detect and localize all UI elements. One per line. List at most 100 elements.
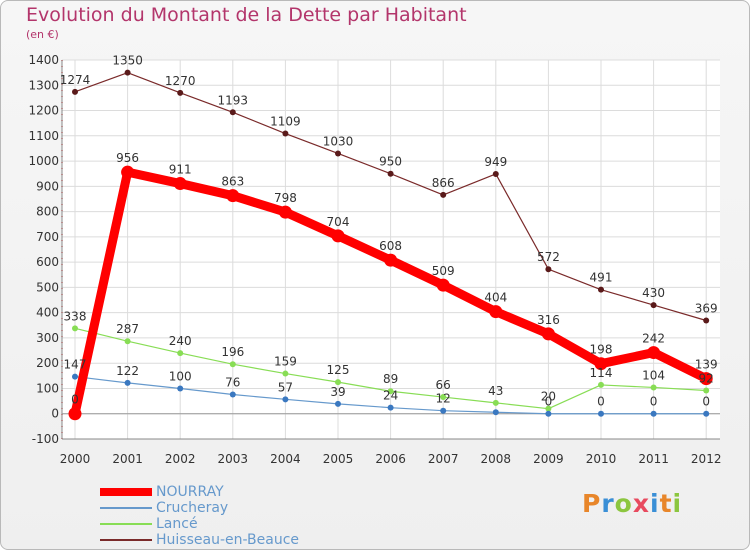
data-point bbox=[177, 89, 184, 96]
data-point bbox=[598, 286, 604, 293]
y-tick-label: 0 bbox=[51, 407, 59, 421]
data-label: 798 bbox=[274, 191, 297, 205]
data-point bbox=[545, 410, 552, 417]
data-label: 12 bbox=[436, 392, 451, 406]
data-point bbox=[650, 384, 657, 391]
data-label: 1270 bbox=[165, 74, 196, 88]
data-point bbox=[436, 278, 450, 292]
data-point bbox=[335, 150, 341, 157]
data-label: 1193 bbox=[218, 93, 249, 107]
data-point bbox=[545, 405, 552, 412]
data-point bbox=[124, 338, 131, 345]
x-tick-label: 2008 bbox=[481, 452, 512, 466]
data-label: 949 bbox=[484, 155, 507, 169]
data-point bbox=[598, 410, 604, 417]
data-point bbox=[492, 170, 499, 177]
data-point bbox=[226, 189, 240, 203]
x-tick-label: 2001 bbox=[112, 452, 143, 466]
y-tick-label: 700 bbox=[36, 230, 59, 244]
data-label: 66 bbox=[436, 378, 451, 392]
data-label: 863 bbox=[221, 175, 244, 189]
y-tick-label: 900 bbox=[36, 179, 59, 193]
data-label: 43 bbox=[488, 384, 503, 398]
data-point bbox=[492, 399, 499, 406]
x-tick-label: 2009 bbox=[533, 452, 564, 466]
data-point bbox=[492, 409, 499, 416]
data-point bbox=[72, 88, 78, 95]
data-label: 20 bbox=[541, 390, 556, 404]
chart-subtitle: (en €) bbox=[26, 28, 59, 41]
data-label: 316 bbox=[537, 313, 560, 327]
data-label: 147 bbox=[64, 358, 87, 372]
data-point bbox=[177, 350, 184, 357]
y-tick-label: 200 bbox=[36, 356, 59, 370]
data-label: 92 bbox=[699, 371, 714, 385]
legend-label-nourray: NOURRAY bbox=[156, 484, 224, 500]
data-point bbox=[121, 165, 135, 179]
data-label: 1030 bbox=[323, 134, 354, 148]
data-label: 1109 bbox=[270, 115, 301, 129]
data-label: 125 bbox=[327, 363, 350, 377]
logo-letter: o bbox=[614, 489, 633, 518]
logo-letter: i bbox=[672, 489, 683, 518]
data-label: 950 bbox=[379, 155, 402, 169]
data-label: 104 bbox=[642, 368, 665, 382]
data-point bbox=[72, 373, 78, 380]
data-point bbox=[229, 361, 236, 368]
x-tick-label: 2007 bbox=[428, 452, 459, 466]
data-point bbox=[387, 404, 394, 411]
data-point bbox=[650, 410, 657, 417]
data-point bbox=[387, 170, 394, 177]
data-label: 89 bbox=[383, 372, 398, 386]
y-tick-label: -100 bbox=[32, 432, 59, 446]
data-point bbox=[229, 391, 236, 398]
y-tick-label: 100 bbox=[36, 381, 59, 395]
legend-swatch-lance bbox=[100, 523, 152, 525]
y-tick-label: 1000 bbox=[28, 154, 59, 168]
legend-label-huisseau: Huisseau-en-Beauce bbox=[156, 532, 300, 548]
legend-item-nourray: NOURRAY bbox=[100, 484, 299, 500]
data-point bbox=[68, 407, 82, 421]
data-label: 608 bbox=[379, 239, 402, 253]
data-point bbox=[699, 372, 713, 386]
data-label: 491 bbox=[590, 271, 613, 285]
data-point bbox=[282, 130, 289, 137]
logo-letter: r bbox=[601, 489, 615, 518]
x-tick-label: 2005 bbox=[323, 452, 354, 466]
data-label: 1274 bbox=[60, 73, 91, 87]
data-label: 572 bbox=[537, 250, 560, 264]
data-point bbox=[703, 410, 710, 417]
data-label: 509 bbox=[432, 264, 455, 278]
data-point bbox=[703, 387, 710, 394]
logo-letter: x bbox=[632, 489, 650, 518]
data-point bbox=[331, 229, 345, 243]
data-label: 704 bbox=[327, 215, 350, 229]
x-tick-label: 2000 bbox=[60, 452, 91, 466]
y-tick-label: 600 bbox=[36, 255, 59, 269]
data-point bbox=[541, 327, 555, 341]
x-tick-label: 2012 bbox=[691, 452, 722, 466]
x-tick-label: 2004 bbox=[270, 452, 301, 466]
data-label: 0 bbox=[702, 395, 710, 409]
data-point bbox=[124, 379, 131, 386]
legend-swatch-nourray bbox=[100, 488, 152, 496]
logo-letter: i bbox=[650, 489, 660, 518]
data-label: 76 bbox=[225, 376, 240, 390]
data-label: 369 bbox=[695, 301, 718, 315]
data-point bbox=[173, 177, 187, 191]
data-point bbox=[335, 379, 341, 386]
data-label: 39 bbox=[330, 385, 345, 399]
data-point bbox=[384, 253, 398, 267]
x-tick-label: 2011 bbox=[638, 452, 669, 466]
x-tick-label: 2002 bbox=[165, 452, 196, 466]
data-point bbox=[124, 69, 131, 76]
legend: NOURRAY Crucheray Lancé Huisseau-en-Beau… bbox=[100, 484, 299, 548]
data-point bbox=[278, 205, 292, 219]
data-point bbox=[177, 385, 184, 392]
data-point bbox=[72, 325, 78, 332]
proxiti-logo: Proxiti bbox=[582, 489, 682, 518]
legend-label-lance: Lancé bbox=[156, 516, 198, 532]
data-label: 0 bbox=[545, 395, 553, 409]
y-tick-label: 1400 bbox=[28, 53, 59, 67]
